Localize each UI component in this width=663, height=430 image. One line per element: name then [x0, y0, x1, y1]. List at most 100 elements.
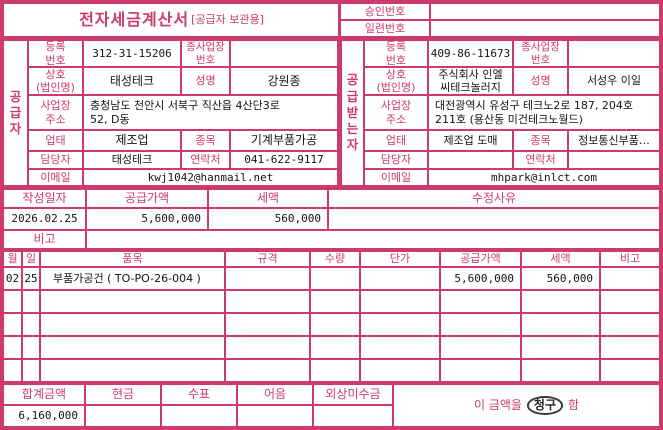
item-cell-empty: [360, 290, 440, 313]
col-day-header: 일: [22, 251, 40, 267]
buyer-phone-label: 연락처: [513, 151, 568, 169]
check-label: 수표: [161, 384, 237, 405]
supplier-reg-no-label: 등록 번호: [28, 40, 83, 67]
item-cell-empty: [3, 336, 22, 359]
divider-below-parties: [3, 186, 660, 189]
item-cell-empty: [40, 336, 225, 359]
supplier-phone-label: 연락처: [181, 151, 230, 169]
item-cell-empty: [600, 313, 660, 336]
claim-prefix: 이 금액을: [473, 398, 522, 413]
supplier-name-label: 성명: [181, 67, 230, 95]
col-spec-header: 규격: [225, 251, 310, 267]
col-unit-price-header: 단가: [360, 251, 440, 267]
supplier-contact: 태성테크: [83, 151, 181, 169]
item-cell-empty: [22, 313, 40, 336]
supplier-address: 충청남도 천안시 서북구 직산읍 4산단3로 52, D동: [83, 95, 338, 130]
total-amount-label: 합계금액: [3, 384, 85, 405]
supplier-name: 강원종: [230, 67, 338, 95]
buyer-biz-type: 제조업 도매: [428, 130, 513, 151]
approval-number-value: [430, 3, 660, 20]
item-cell-empty: [521, 313, 600, 336]
supply-amount-label: 공급가액: [86, 189, 208, 208]
claim-suffix: 함: [568, 398, 580, 413]
item-cell-empty: [22, 336, 40, 359]
item-cell-empty: [3, 290, 22, 313]
item-row-day: 25: [22, 267, 40, 290]
item-cell-empty: [22, 359, 40, 382]
supplier-phone: 041-622-9117: [230, 151, 338, 169]
buyer-company: 주식회사 인엘 씨테크놀러지: [428, 67, 513, 95]
receivable-label: 외상미수금: [313, 384, 393, 405]
supplier-company: 태성테크: [83, 67, 181, 95]
item-cell-empty: [440, 313, 521, 336]
supplier-address-label: 사업장 주소: [28, 95, 83, 130]
supplier-sub-biz-no: [230, 40, 338, 67]
buyer-item: 정보통신부품…: [568, 130, 660, 151]
buyer-contact-label: 담당자: [364, 151, 428, 169]
divider-center-vertical: [338, 3, 341, 189]
serial-number-label: 일련번호: [340, 20, 430, 37]
buyer-email-label: 이메일: [364, 169, 428, 186]
buyer-email: mhpark@inlct.com: [428, 169, 660, 186]
receivable-value: [313, 405, 393, 427]
supplier-company-label: 상호 (법인명): [28, 67, 83, 95]
item-cell-empty: [310, 359, 360, 382]
write-date-label: 작성일자: [3, 189, 86, 208]
buyer-item-label: 종목: [513, 130, 568, 151]
col-supply-header: 공급가액: [440, 251, 521, 267]
item-row-spec: [225, 267, 310, 290]
col-note-header: 비고: [600, 251, 660, 267]
supplier-item-label: 종목: [181, 130, 230, 151]
tax-amount-value: 560,000: [208, 208, 328, 230]
supplier-biz-type: 제조업: [83, 130, 181, 151]
item-cell-empty: [310, 313, 360, 336]
col-tax-header: 세액: [521, 251, 600, 267]
item-cell-empty: [600, 359, 660, 382]
divider-above-items: [3, 249, 660, 251]
buyer-phone: [568, 151, 660, 169]
item-row-month: 02: [3, 267, 22, 290]
col-qty-header: 수량: [310, 251, 360, 267]
item-cell-empty: [40, 359, 225, 382]
item-row-unit-price: [360, 267, 440, 290]
note-value: [86, 230, 660, 249]
item-cell-empty: [440, 336, 521, 359]
buyer-biz-type-label: 업태: [364, 130, 428, 151]
item-cell-empty: [225, 313, 310, 336]
supply-amount-value: 5,600,000: [86, 208, 208, 230]
item-cell-empty: [600, 290, 660, 313]
buyer-sub-biz-label: 종사업장 번호: [513, 40, 568, 67]
item-cell-empty: [440, 290, 521, 313]
item-row-name: 부품가공건 ( TO-PO-26-004 ): [40, 267, 225, 290]
item-cell-empty: [360, 313, 440, 336]
item-cell-empty: [22, 290, 40, 313]
bill-label: 어음: [237, 384, 313, 405]
buyer-side-label: 공 급 받 는 자: [341, 40, 364, 186]
item-cell-empty: [521, 359, 600, 382]
buyer-reg-no-label: 등록 번호: [364, 40, 428, 67]
buyer-reg-no: 409-86-11673: [428, 40, 513, 67]
cash-label: 현금: [85, 384, 161, 405]
bill-value: [237, 405, 313, 427]
item-cell-empty: [310, 336, 360, 359]
item-cell-empty: [40, 313, 225, 336]
supplier-email: kwj1042@hanmail.net: [83, 169, 338, 186]
note-label: 비고: [3, 230, 86, 249]
buyer-sub-biz-no: [568, 40, 660, 67]
divider-above-totals: [3, 382, 660, 384]
claim-word-circled: 청구: [526, 396, 564, 415]
check-value: [161, 405, 237, 427]
revision-reason-label: 수정사유: [328, 189, 660, 208]
buyer-company-label: 상호 (법인명): [364, 67, 428, 95]
item-cell-empty: [521, 336, 600, 359]
item-cell-empty: [3, 359, 22, 382]
buyer-name-label: 성명: [513, 67, 568, 95]
buyer-address: 대전광역시 유성구 테크노2로 187, 204호 211호 (용산동 미건테크…: [428, 95, 660, 130]
col-item-header: 품목: [40, 251, 225, 267]
col-month-header: 월: [3, 251, 22, 267]
item-row-supply: 5,600,000: [440, 267, 521, 290]
item-cell-empty: [440, 359, 521, 382]
supplier-biz-type-label: 업태: [28, 130, 83, 151]
item-cell-empty: [40, 290, 225, 313]
